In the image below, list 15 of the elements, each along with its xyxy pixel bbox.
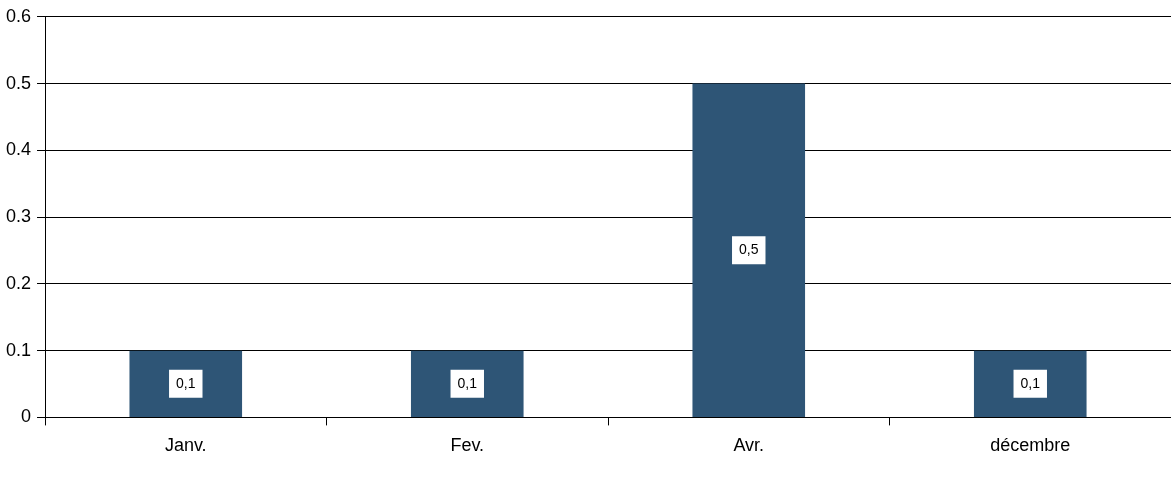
y-tick-label: 0.6 — [5, 5, 32, 26]
data-label: 0,1 — [176, 374, 196, 391]
x-tick-label: décembre — [990, 435, 1071, 456]
y-tick-label: 0.1 — [5, 339, 32, 360]
data-label: 0,5 — [739, 241, 759, 258]
data-label: 0,1 — [457, 374, 478, 391]
y-tick-label: 0.4 — [5, 139, 32, 160]
y-tick-label: 0.5 — [5, 72, 32, 93]
x-tick-label: Fev. — [450, 435, 485, 456]
y-tick-label: 0.2 — [5, 272, 32, 293]
y-tick-label: 0.3 — [5, 206, 32, 227]
x-tick-label: Avr. — [733, 435, 765, 456]
data-label: 0,1 — [1020, 374, 1041, 391]
y-tick-label: 0 — [21, 406, 32, 427]
x-tick-label: Janv. — [164, 435, 207, 456]
